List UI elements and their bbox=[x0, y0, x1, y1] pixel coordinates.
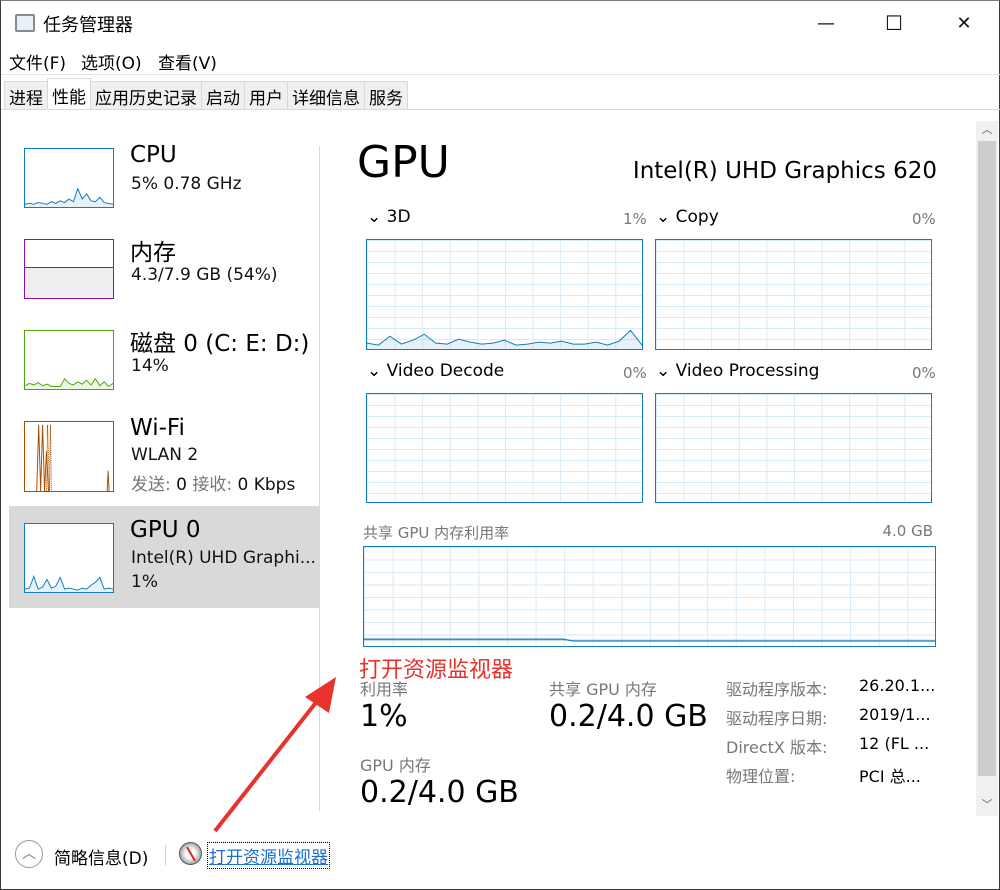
cpu-thumbnail-graph bbox=[24, 148, 114, 208]
memory-label: 内存 bbox=[130, 240, 176, 266]
tab-app-history[interactable]: 应用历史记录 bbox=[90, 81, 202, 110]
engine-copy-selector[interactable]: ⌄ Copy bbox=[656, 207, 719, 227]
shared-gpu-mem-value: 0.2/4.0 GB bbox=[549, 699, 708, 734]
maximize-button[interactable]: ☐ bbox=[885, 11, 903, 35]
chevron-up-icon[interactable]: ︿ bbox=[15, 840, 43, 868]
directx-version-label: DirectX 版本: bbox=[726, 738, 828, 757]
engine-3d-label: 3D bbox=[386, 207, 411, 227]
shared-gpu-mem-label: 共享 GPU 内存 bbox=[549, 680, 657, 699]
engine-video-decode-label: Video Decode bbox=[386, 361, 505, 381]
engine-copy-pct: 0% bbox=[912, 210, 936, 228]
annotation-text: 打开资源监视器 bbox=[359, 658, 514, 683]
tab-processes[interactable]: 进程 bbox=[4, 81, 48, 110]
tab-users[interactable]: 用户 bbox=[244, 81, 288, 110]
engine-3d-graph bbox=[366, 239, 643, 350]
sidebar-item-disk[interactable]: 磁盘 0 (C: E: D:) 14% bbox=[9, 320, 319, 411]
window-title: 任务管理器 bbox=[43, 15, 133, 36]
gpu-mem-value: 0.2/4.0 GB bbox=[360, 775, 519, 810]
close-button[interactable]: ✕ bbox=[956, 12, 972, 34]
tab-services[interactable]: 服务 bbox=[364, 81, 408, 110]
engine-copy-graph bbox=[655, 239, 932, 350]
wifi-thumbnail-graph bbox=[24, 421, 114, 492]
sidebar-item-gpu[interactable]: GPU 0 Intel(R) UHD Graphi... 1% bbox=[9, 506, 319, 608]
scroll-down-arrow-icon[interactable]: ﹀ bbox=[981, 798, 993, 811]
sidebar-item-wifi[interactable]: Wi-Fi WLAN 2 发送: 0 接收: 0 Kbps bbox=[9, 411, 319, 502]
engine-copy-label: Copy bbox=[675, 207, 719, 227]
wifi-throughput: 发送: 0 接收: 0 Kbps bbox=[131, 470, 295, 495]
cpu-usage: 5% 0.78 GHz bbox=[131, 174, 242, 194]
engine-video-processing-pct: 0% bbox=[912, 364, 936, 382]
receive-value: 0 Kbps bbox=[237, 475, 296, 495]
usage-area bbox=[25, 188, 113, 207]
menu-file[interactable]: 文件(F) bbox=[9, 54, 67, 74]
usage-line bbox=[25, 377, 113, 388]
page-title: GPU bbox=[357, 137, 450, 188]
sidebar-item-cpu[interactable]: CPU 5% 0.78 GHz bbox=[9, 138, 319, 229]
utilization-label: 利用率 bbox=[360, 680, 409, 699]
usage-line bbox=[25, 575, 113, 591]
chevron-down-icon: ⌄ bbox=[656, 361, 671, 381]
engine-video-processing-graph bbox=[655, 393, 932, 503]
tab-startup[interactable]: 启动 bbox=[201, 81, 245, 110]
send-label: 发送: bbox=[131, 475, 171, 495]
memory-usage: 4.3/7.9 GB (54%) bbox=[131, 265, 278, 285]
disk-usage: 14% bbox=[131, 356, 169, 376]
tab-bar: 进程 性能 应用历史记录 启动 用户 详细信息 服务 bbox=[4, 78, 408, 110]
shared-mem-graph bbox=[363, 546, 936, 647]
cpu-label: CPU bbox=[130, 142, 177, 168]
driver-date-value: 2019/1... bbox=[859, 705, 931, 724]
gpu-label: GPU 0 bbox=[130, 517, 201, 543]
tab-details[interactable]: 详细信息 bbox=[287, 81, 365, 110]
wifi-adapter: WLAN 2 bbox=[131, 445, 199, 465]
driver-version-label: 驱动程序版本: bbox=[726, 680, 828, 699]
fewer-details-button[interactable]: 简略信息(D) bbox=[54, 849, 149, 869]
gpu-device: Intel(R) UHD Graphi... bbox=[131, 548, 316, 568]
receive-label: 接收: bbox=[192, 475, 233, 495]
engine-video-decode-selector[interactable]: ⌄ Video Decode bbox=[367, 361, 504, 381]
scrollbar-thumb[interactable] bbox=[978, 141, 996, 776]
resource-monitor-icon bbox=[179, 842, 202, 865]
menu-options[interactable]: 选项(O) bbox=[81, 54, 142, 74]
shared-mem-graph-label: 共享 GPU 内存利用率 bbox=[363, 524, 510, 542]
driver-version-value: 26.20.1... bbox=[859, 676, 936, 695]
gpu-mem-label: GPU 内存 bbox=[360, 756, 431, 775]
physical-location-label: 物理位置: bbox=[726, 767, 796, 786]
driver-date-label: 驱动程序日期: bbox=[726, 709, 828, 728]
annotation-arrow-icon bbox=[213, 677, 336, 833]
disk-thumbnail-graph bbox=[24, 330, 114, 390]
open-resource-monitor-link[interactable]: 打开资源监视器 bbox=[207, 842, 330, 869]
tab-performance[interactable]: 性能 bbox=[47, 78, 91, 109]
chevron-down-icon: ⌄ bbox=[656, 207, 671, 227]
disk-label: 磁盘 0 (C: E: D:) bbox=[130, 331, 310, 357]
usage-line bbox=[367, 329, 642, 346]
engine-video-processing-label: Video Processing bbox=[675, 361, 820, 381]
chevron-down-icon: ⌄ bbox=[367, 207, 382, 227]
minimize-button[interactable]: — bbox=[817, 12, 835, 34]
utilization-value: 1% bbox=[360, 699, 408, 734]
gpu-device-name: Intel(R) UHD Graphics 620 bbox=[632, 158, 937, 184]
usage-line bbox=[25, 187, 113, 205]
engine-video-decode-graph bbox=[366, 393, 643, 503]
task-manager-icon bbox=[15, 14, 35, 32]
memory-thumbnail-graph bbox=[24, 239, 114, 299]
directx-version-value: 12 (FL ... bbox=[859, 734, 930, 753]
engine-3d-selector[interactable]: ⌄ 3D bbox=[367, 207, 411, 227]
sidebar-item-memory[interactable]: 内存 4.3/7.9 GB (54%) bbox=[9, 229, 319, 320]
scroll-up-arrow-icon[interactable]: ︿ bbox=[981, 123, 993, 136]
wifi-label: Wi-Fi bbox=[130, 415, 185, 441]
gpu-usage: 1% bbox=[131, 572, 158, 592]
menu-view[interactable]: 查看(V) bbox=[158, 54, 217, 74]
engine-video-processing-selector[interactable]: ⌄ Video Processing bbox=[656, 361, 819, 381]
gpu-thumbnail-graph bbox=[24, 523, 114, 593]
physical-location-value: PCI 总... bbox=[859, 767, 921, 786]
shared-mem-graph-max: 4.0 GB bbox=[882, 522, 933, 540]
send-value: 0 bbox=[176, 475, 187, 495]
engine-video-decode-pct: 0% bbox=[623, 364, 647, 382]
engine-3d-pct: 1% bbox=[623, 210, 647, 228]
chevron-down-icon: ⌄ bbox=[367, 361, 382, 381]
